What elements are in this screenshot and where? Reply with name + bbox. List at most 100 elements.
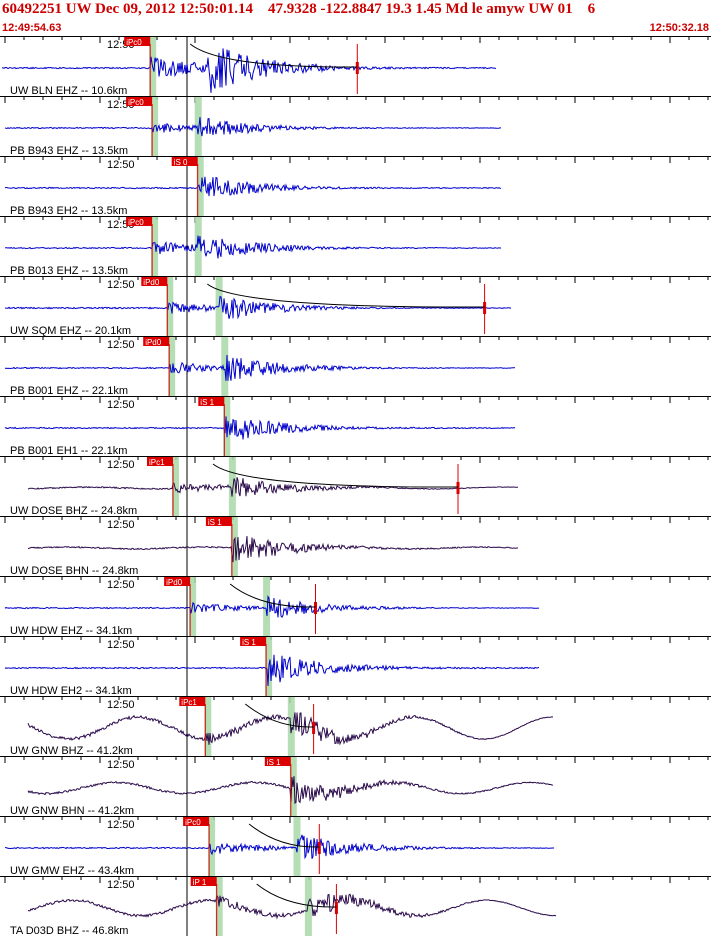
pick-label-box [205, 517, 232, 526]
station-label: PB B001 EH1 -- 22.1km [10, 445, 127, 457]
pick-label: iPc1 [149, 458, 165, 467]
waveform-trace [27, 893, 557, 920]
trace-row[interactable]: 12:50 iS 1 UW HDW EH2 -- 34.1km [0, 636, 711, 697]
event-header: 60492251 UW Dec 09, 2012 12:50:01.14 47.… [0, 0, 711, 36]
station-label: UW DOSE BHN -- 24.8km [10, 565, 138, 577]
pick-window [287, 697, 295, 756]
tick-label: 12:50 [107, 639, 135, 651]
pick-label-box [143, 337, 170, 346]
tick-label: 12:50 [107, 159, 135, 171]
pick-label-box [240, 637, 267, 646]
trace-row[interactable]: 12:50 iS 1 UW GNW BHN -- 41.2km [0, 756, 711, 817]
waveform-trace [4, 295, 512, 320]
tick-label: 12:50 [107, 279, 135, 291]
tick-label: 12:50 [107, 819, 135, 831]
coda-marker-tick [317, 842, 321, 854]
pick-label: iS 1 [208, 518, 222, 527]
station-label: UW SQM EHZ -- 20.1km [10, 325, 131, 337]
tick-label: 12:50 [107, 399, 135, 411]
waveform-trace [4, 235, 502, 259]
pick-window [168, 337, 176, 396]
trace-row[interactable]: 12:50 iS 0 PB B943 EH2 -- 13.5km [0, 156, 711, 217]
pick-label-box [164, 577, 191, 586]
trace-row[interactable]: 12:50 iS 1 UW DOSE BHN -- 24.8km [0, 516, 711, 577]
station-label: PB B943 EH2 -- 13.5km [10, 205, 127, 217]
time-ticks [4, 36, 709, 43]
trace-row[interactable]: 12:50 iP 1 TA D03D BHZ -- 46.8km [0, 876, 711, 937]
pick-label: iP 1 [193, 878, 207, 887]
pick-label: iPd0 [143, 278, 160, 287]
tick-label: 12:50 [107, 879, 135, 891]
waveform-trace [4, 176, 502, 197]
pick-label-box [264, 757, 291, 766]
pick-label: iPc0 [128, 98, 144, 107]
waveform-trace [1, 48, 496, 93]
station-label: UW BLN EHZ -- 10.6km [10, 85, 127, 97]
coda-decay-curve [248, 823, 320, 848]
trace-row[interactable]: 12:50 iPc0 UW GMW EHZ -- 43.4km [0, 816, 711, 877]
pick-label-box [126, 97, 153, 106]
station-label: UW DOSE BHZ -- 24.8km [10, 505, 137, 517]
station-label: UW GNW BHZ -- 41.2km [10, 745, 133, 757]
coda-decay-curve [229, 583, 316, 608]
coda-marker-tick [312, 722, 316, 734]
coda-decay-curve [256, 883, 337, 908]
time-ticks [4, 516, 709, 523]
station-label: PB B001 EHZ -- 22.1km [10, 385, 128, 397]
coda-decay-curve [244, 703, 314, 728]
waveform-trace [4, 416, 516, 440]
pick-label-box [147, 457, 173, 466]
coda-decay-curve [206, 283, 485, 308]
pick-label-box [126, 217, 153, 226]
time-ticks [4, 576, 709, 583]
waveform-trace [4, 595, 539, 618]
time-ticks [4, 276, 709, 283]
coda-marker-tick [355, 62, 359, 74]
station-label: UW HDW EHZ -- 34.1km [10, 625, 132, 637]
pick-window [172, 457, 179, 516]
trace-row[interactable]: 12:50 iPd0 UW HDW EHZ -- 34.1km [0, 576, 711, 637]
waveform-trace [4, 654, 540, 687]
trace-row[interactable]: 12:50 iPd0 PB B001 EHZ -- 22.1km [0, 336, 711, 397]
time-ticks [4, 396, 709, 403]
pick-label: iS 1 [242, 638, 256, 647]
waveform-trace [4, 354, 516, 381]
pick-label: iPd0 [166, 578, 183, 587]
time-ticks [4, 696, 709, 703]
pick-window [204, 697, 212, 756]
trace-row[interactable]: 12:50 iPc1 UW GNW BHZ -- 41.2km [0, 696, 711, 757]
pick-window [194, 217, 202, 276]
pick-label-box [141, 277, 168, 286]
coda-marker-tick [483, 302, 487, 314]
tick-label: 12:50 [107, 339, 135, 351]
pick-label-box [171, 157, 198, 166]
pick-label: iS 1 [267, 758, 281, 767]
window-end-time: 12:50:32.18 [649, 22, 709, 34]
tick-label: 12:50 [107, 459, 135, 471]
time-ticks [4, 636, 709, 643]
pick-label: iPc0 [185, 818, 201, 827]
pick-label: iPc0 [128, 218, 144, 227]
waveform-trace [5, 834, 555, 860]
pick-label-box [179, 697, 206, 706]
station-label: PB B013 EHZ -- 13.5km [10, 265, 128, 277]
pick-window [196, 157, 204, 216]
trace-row[interactable]: 12:50 iPd0 UW SQM EHZ -- 20.1km [0, 276, 711, 337]
pick-label-box [190, 877, 217, 886]
pick-label: iPc1 [181, 698, 197, 707]
station-label: UW GMW EHZ -- 43.4km [10, 865, 134, 877]
station-label: UW GNW BHN -- 41.2km [10, 805, 134, 817]
trace-row[interactable]: 12:50 iPc1 UW DOSE BHZ -- 24.8km [0, 456, 711, 517]
pick-window [194, 97, 202, 156]
station-label: UW HDW EH2 -- 34.1km [10, 685, 132, 697]
trace-row[interactable]: 12:50 iS 1 PB B001 EH1 -- 22.1km [0, 396, 711, 457]
pick-window [228, 457, 236, 516]
pick-label: iPd0 [145, 338, 162, 347]
pick-window [166, 277, 174, 336]
event-title: 60492251 UW Dec 09, 2012 12:50:01.14 47.… [2, 1, 596, 17]
station-label: PB B943 EHZ -- 13.5km [10, 145, 128, 157]
